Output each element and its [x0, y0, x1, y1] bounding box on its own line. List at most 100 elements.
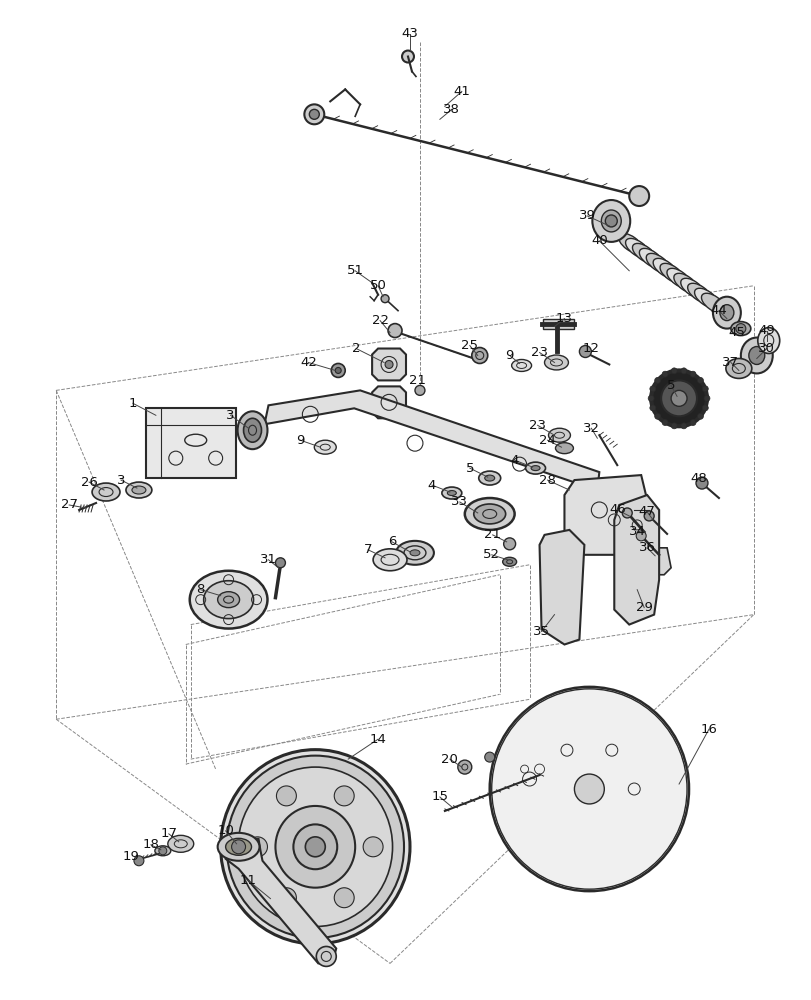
Text: 1: 1 [128, 397, 137, 410]
Circle shape [680, 423, 686, 429]
Ellipse shape [730, 322, 750, 336]
Ellipse shape [555, 443, 573, 454]
Text: 20: 20 [441, 753, 457, 766]
Ellipse shape [225, 838, 251, 855]
Text: 35: 35 [532, 625, 549, 638]
Polygon shape [539, 530, 584, 645]
Text: 14: 14 [369, 733, 386, 746]
Ellipse shape [363, 837, 383, 857]
Ellipse shape [372, 549, 406, 571]
Ellipse shape [701, 293, 724, 313]
Ellipse shape [243, 418, 261, 442]
Ellipse shape [693, 288, 718, 308]
Ellipse shape [712, 297, 740, 329]
Text: 39: 39 [578, 209, 595, 222]
Circle shape [671, 368, 676, 374]
Ellipse shape [489, 687, 689, 891]
Ellipse shape [530, 466, 539, 471]
Circle shape [649, 386, 655, 392]
Circle shape [316, 946, 336, 966]
Polygon shape [146, 408, 235, 478]
Text: 34: 34 [628, 525, 645, 538]
Circle shape [649, 405, 655, 411]
Ellipse shape [190, 571, 267, 629]
Ellipse shape [276, 888, 296, 908]
Ellipse shape [748, 347, 764, 364]
Ellipse shape [680, 278, 704, 298]
Ellipse shape [293, 824, 337, 869]
Text: 42: 42 [299, 356, 316, 369]
Ellipse shape [155, 846, 170, 856]
Text: 38: 38 [443, 103, 460, 116]
Ellipse shape [478, 471, 500, 485]
Circle shape [503, 538, 515, 550]
Ellipse shape [740, 338, 772, 373]
Circle shape [636, 531, 646, 541]
Text: 41: 41 [453, 85, 470, 98]
Text: 12: 12 [582, 342, 599, 355]
Text: 10: 10 [217, 824, 234, 837]
Circle shape [309, 109, 319, 119]
Circle shape [689, 371, 695, 377]
Circle shape [414, 385, 424, 395]
Text: 28: 28 [539, 474, 556, 487]
Text: 32: 32 [582, 422, 599, 435]
Ellipse shape [410, 550, 419, 556]
Ellipse shape [305, 837, 325, 857]
Circle shape [702, 386, 707, 392]
Ellipse shape [238, 767, 392, 927]
Circle shape [231, 840, 245, 854]
Circle shape [680, 368, 686, 374]
Ellipse shape [441, 487, 461, 499]
Circle shape [159, 847, 166, 855]
Ellipse shape [673, 273, 697, 293]
Ellipse shape [447, 491, 456, 496]
Text: 6: 6 [388, 535, 396, 548]
Circle shape [647, 395, 654, 401]
Text: 44: 44 [710, 304, 727, 317]
Ellipse shape [221, 750, 410, 944]
Polygon shape [614, 495, 659, 625]
Polygon shape [371, 386, 406, 418]
Text: 9: 9 [296, 434, 304, 447]
Ellipse shape [247, 837, 267, 857]
Text: 29: 29 [635, 601, 652, 614]
Circle shape [702, 405, 707, 411]
Text: 19: 19 [122, 850, 139, 863]
Circle shape [695, 477, 707, 489]
Text: 47: 47 [638, 505, 654, 518]
Ellipse shape [646, 253, 670, 273]
Ellipse shape [226, 756, 404, 938]
Text: 23: 23 [529, 419, 545, 432]
Ellipse shape [638, 248, 663, 268]
Ellipse shape [573, 774, 603, 804]
Text: 21: 21 [483, 528, 500, 541]
Text: 27: 27 [61, 498, 78, 511]
Text: 37: 37 [722, 356, 739, 369]
Text: 48: 48 [690, 472, 706, 485]
Text: 21: 21 [409, 374, 426, 387]
Circle shape [670, 390, 686, 406]
Ellipse shape [276, 786, 296, 806]
Text: 15: 15 [431, 790, 448, 803]
Text: 51: 51 [346, 264, 363, 277]
Text: 4: 4 [510, 454, 518, 467]
Text: 13: 13 [556, 312, 573, 325]
Ellipse shape [511, 359, 531, 371]
Circle shape [654, 377, 660, 383]
Circle shape [643, 511, 654, 521]
Text: 46: 46 [608, 503, 625, 516]
Ellipse shape [484, 475, 494, 481]
Ellipse shape [592, 200, 629, 242]
Text: 26: 26 [80, 476, 97, 489]
Circle shape [484, 752, 494, 762]
Circle shape [621, 508, 632, 518]
Circle shape [335, 367, 341, 373]
Ellipse shape [652, 258, 676, 278]
Circle shape [689, 420, 695, 426]
Circle shape [697, 377, 702, 383]
Text: 33: 33 [451, 495, 468, 508]
Circle shape [388, 324, 401, 338]
Text: 7: 7 [363, 543, 372, 556]
Ellipse shape [725, 358, 751, 378]
